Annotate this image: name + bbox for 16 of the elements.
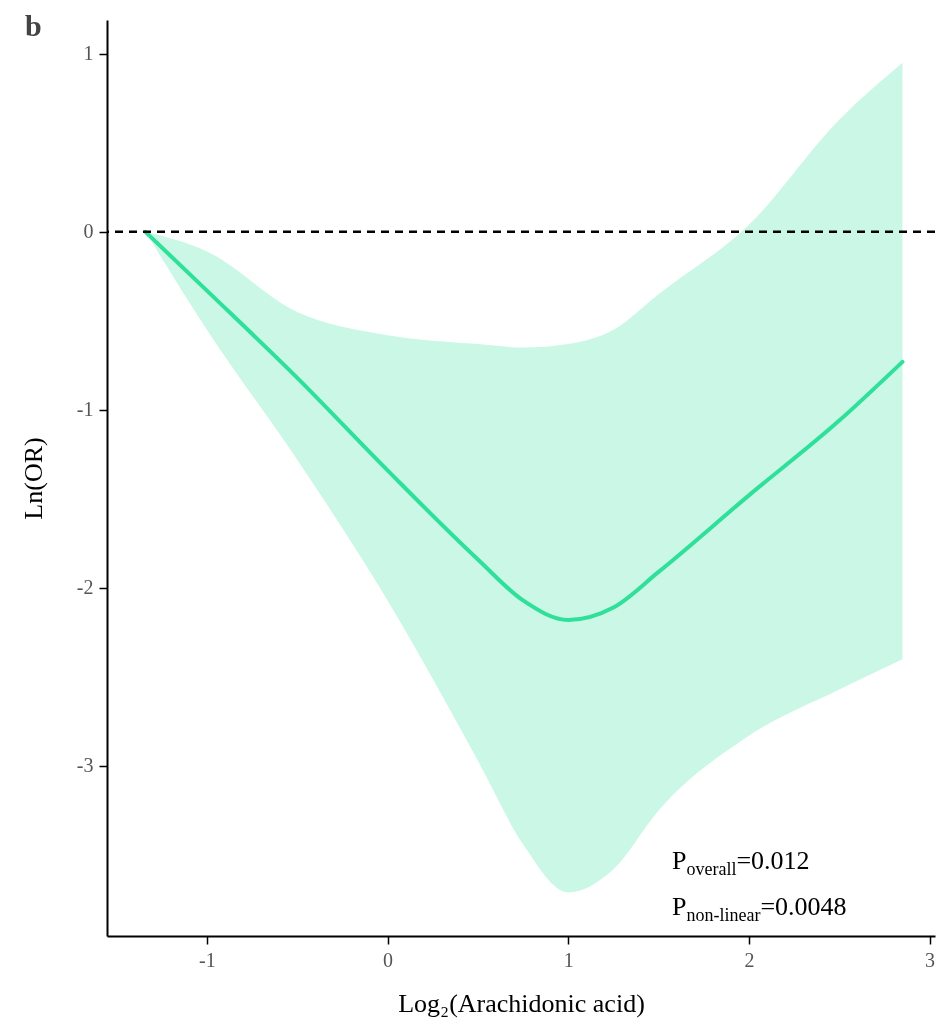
y-tick-label: 0 bbox=[83, 220, 94, 243]
x-tick-label: 1 bbox=[563, 948, 574, 971]
y-tick-label: -2 bbox=[76, 576, 94, 599]
x-axis-title: Log₂(Arachidonic acid) bbox=[398, 988, 645, 1018]
line-series bbox=[143, 229, 905, 622]
x-tick-label: 3 bbox=[925, 948, 936, 971]
x-tick-label: 0 bbox=[383, 948, 394, 971]
y-axis-title: Ln(OR) bbox=[18, 437, 48, 520]
x-tick-label: -1 bbox=[199, 948, 216, 971]
y-tick-label: -1 bbox=[76, 398, 94, 421]
y-tick-label: 1 bbox=[83, 42, 94, 65]
chart-title: b bbox=[25, 9, 42, 42]
annotation: P$_{overall}$=0.012 bbox=[672, 845, 811, 882]
annotation: P$_{non-linear}$=0.0048 bbox=[672, 891, 847, 928]
y-tick-label: -3 bbox=[76, 754, 94, 777]
x-tick-label: 2 bbox=[744, 948, 755, 971]
